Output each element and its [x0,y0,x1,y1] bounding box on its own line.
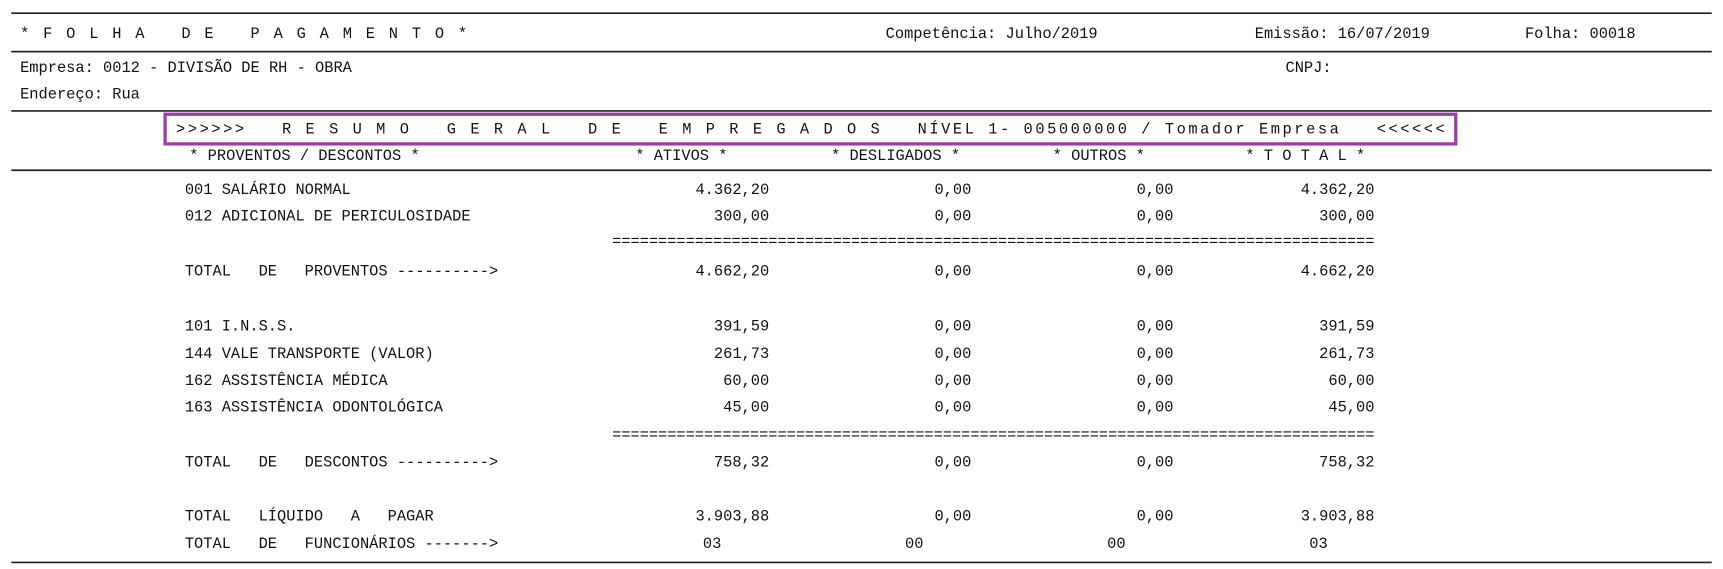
cell-value: 0,00 [934,399,971,417]
empresa: Empresa: 0012 - DIVISÃO DE RH - OBRA [20,59,353,77]
highlight-box [163,112,1458,146]
cell-value: 0,00 [1137,345,1174,363]
column-header: * OUTROS * [1053,147,1145,165]
competencia: Competência: Julho/2019 [886,25,1098,43]
separator: ========================================… [612,426,1374,444]
row-label: 162 ASSISTÊNCIA MÉDICA [185,372,389,390]
cell-value: 261,73 [714,345,769,363]
folha: Folha: 00018 [1525,25,1636,43]
cell-value: 758,32 [1319,454,1374,472]
cell-value: 4.362,20 [1301,181,1375,199]
cell-value: 4.662,20 [1301,262,1375,280]
cell-value: 0,00 [1137,181,1174,199]
cell-value: 0,00 [934,372,971,390]
cell-value: 0,00 [934,262,971,280]
cell-value: 0,00 [934,507,971,525]
emissao: Emissão: 16/07/2019 [1255,25,1430,43]
cell-value: 03 [1309,535,1327,553]
cell-value: 0,00 [934,207,971,225]
cell-value: 60,00 [723,372,769,390]
report-title: * F O L H A D E P A G A M E N T O * [20,25,467,43]
row-label: TOTAL DE DESCONTOS ----------> [185,454,498,472]
cnpj: CNPJ: [1286,59,1332,77]
cell-value: 0,00 [934,181,971,199]
column-header: * DESLIGADOS * [831,147,960,165]
cell-value: 0,00 [934,345,971,363]
cell-value: 300,00 [714,207,769,225]
cell-value: 391,59 [1319,317,1374,335]
cell-value: 0,00 [934,454,971,472]
cell-value: 4.662,20 [695,262,769,280]
cell-value: 0,00 [1137,372,1174,390]
column-header: * T O T A L * [1245,147,1365,165]
cell-value: 391,59 [714,317,769,335]
cell-value: 0,00 [1137,454,1174,472]
cell-value: 60,00 [1328,372,1374,390]
row-label: TOTAL LÍQUIDO A PAGAR [185,507,434,525]
cell-value: 45,00 [1328,399,1374,417]
row-label: TOTAL DE FUNCIONÁRIOS -------> [185,535,498,553]
row-label: 001 SALÁRIO NORMAL [185,181,351,199]
cell-value: 45,00 [723,399,769,417]
row-label: 012 ADICIONAL DE PERICULOSIDADE [185,207,471,225]
separator: ========================================… [612,233,1374,251]
column-header: * ATIVOS * [635,147,727,165]
row-label: 101 I.N.S.S. [185,317,296,335]
summary-table: * PROVENTOS / DESCONTOS * * ATIVOS * * DES… [185,147,1375,553]
cell-value: 758,32 [714,454,769,472]
cell-value: 03 [703,535,721,553]
cell-value: 0,00 [1137,507,1174,525]
cell-value: 00 [1107,535,1125,553]
cell-value: 300,00 [1319,207,1374,225]
cell-value: 00 [905,535,923,553]
row-label: 163 ASSISTÊNCIA ODONTOLÓGICA [185,399,444,417]
cell-value: 3.903,88 [695,507,769,525]
cell-value: 3.903,88 [1301,507,1375,525]
cell-value: 0,00 [1137,399,1174,417]
endereco: Endereço: Rua [20,86,140,104]
cell-value: 4.362,20 [695,181,769,199]
cell-value: 0,00 [1137,207,1174,225]
cell-value: 0,00 [934,317,971,335]
column-header: * PROVENTOS / DESCONTOS * [189,147,419,165]
row-label: 144 VALE TRANSPORTE (VALOR) [185,345,434,363]
cell-value: 261,73 [1319,345,1374,363]
cell-value: 0,00 [1137,317,1174,335]
row-label: TOTAL DE PROVENTOS ----------> [185,262,498,280]
cell-value: 0,00 [1137,262,1174,280]
